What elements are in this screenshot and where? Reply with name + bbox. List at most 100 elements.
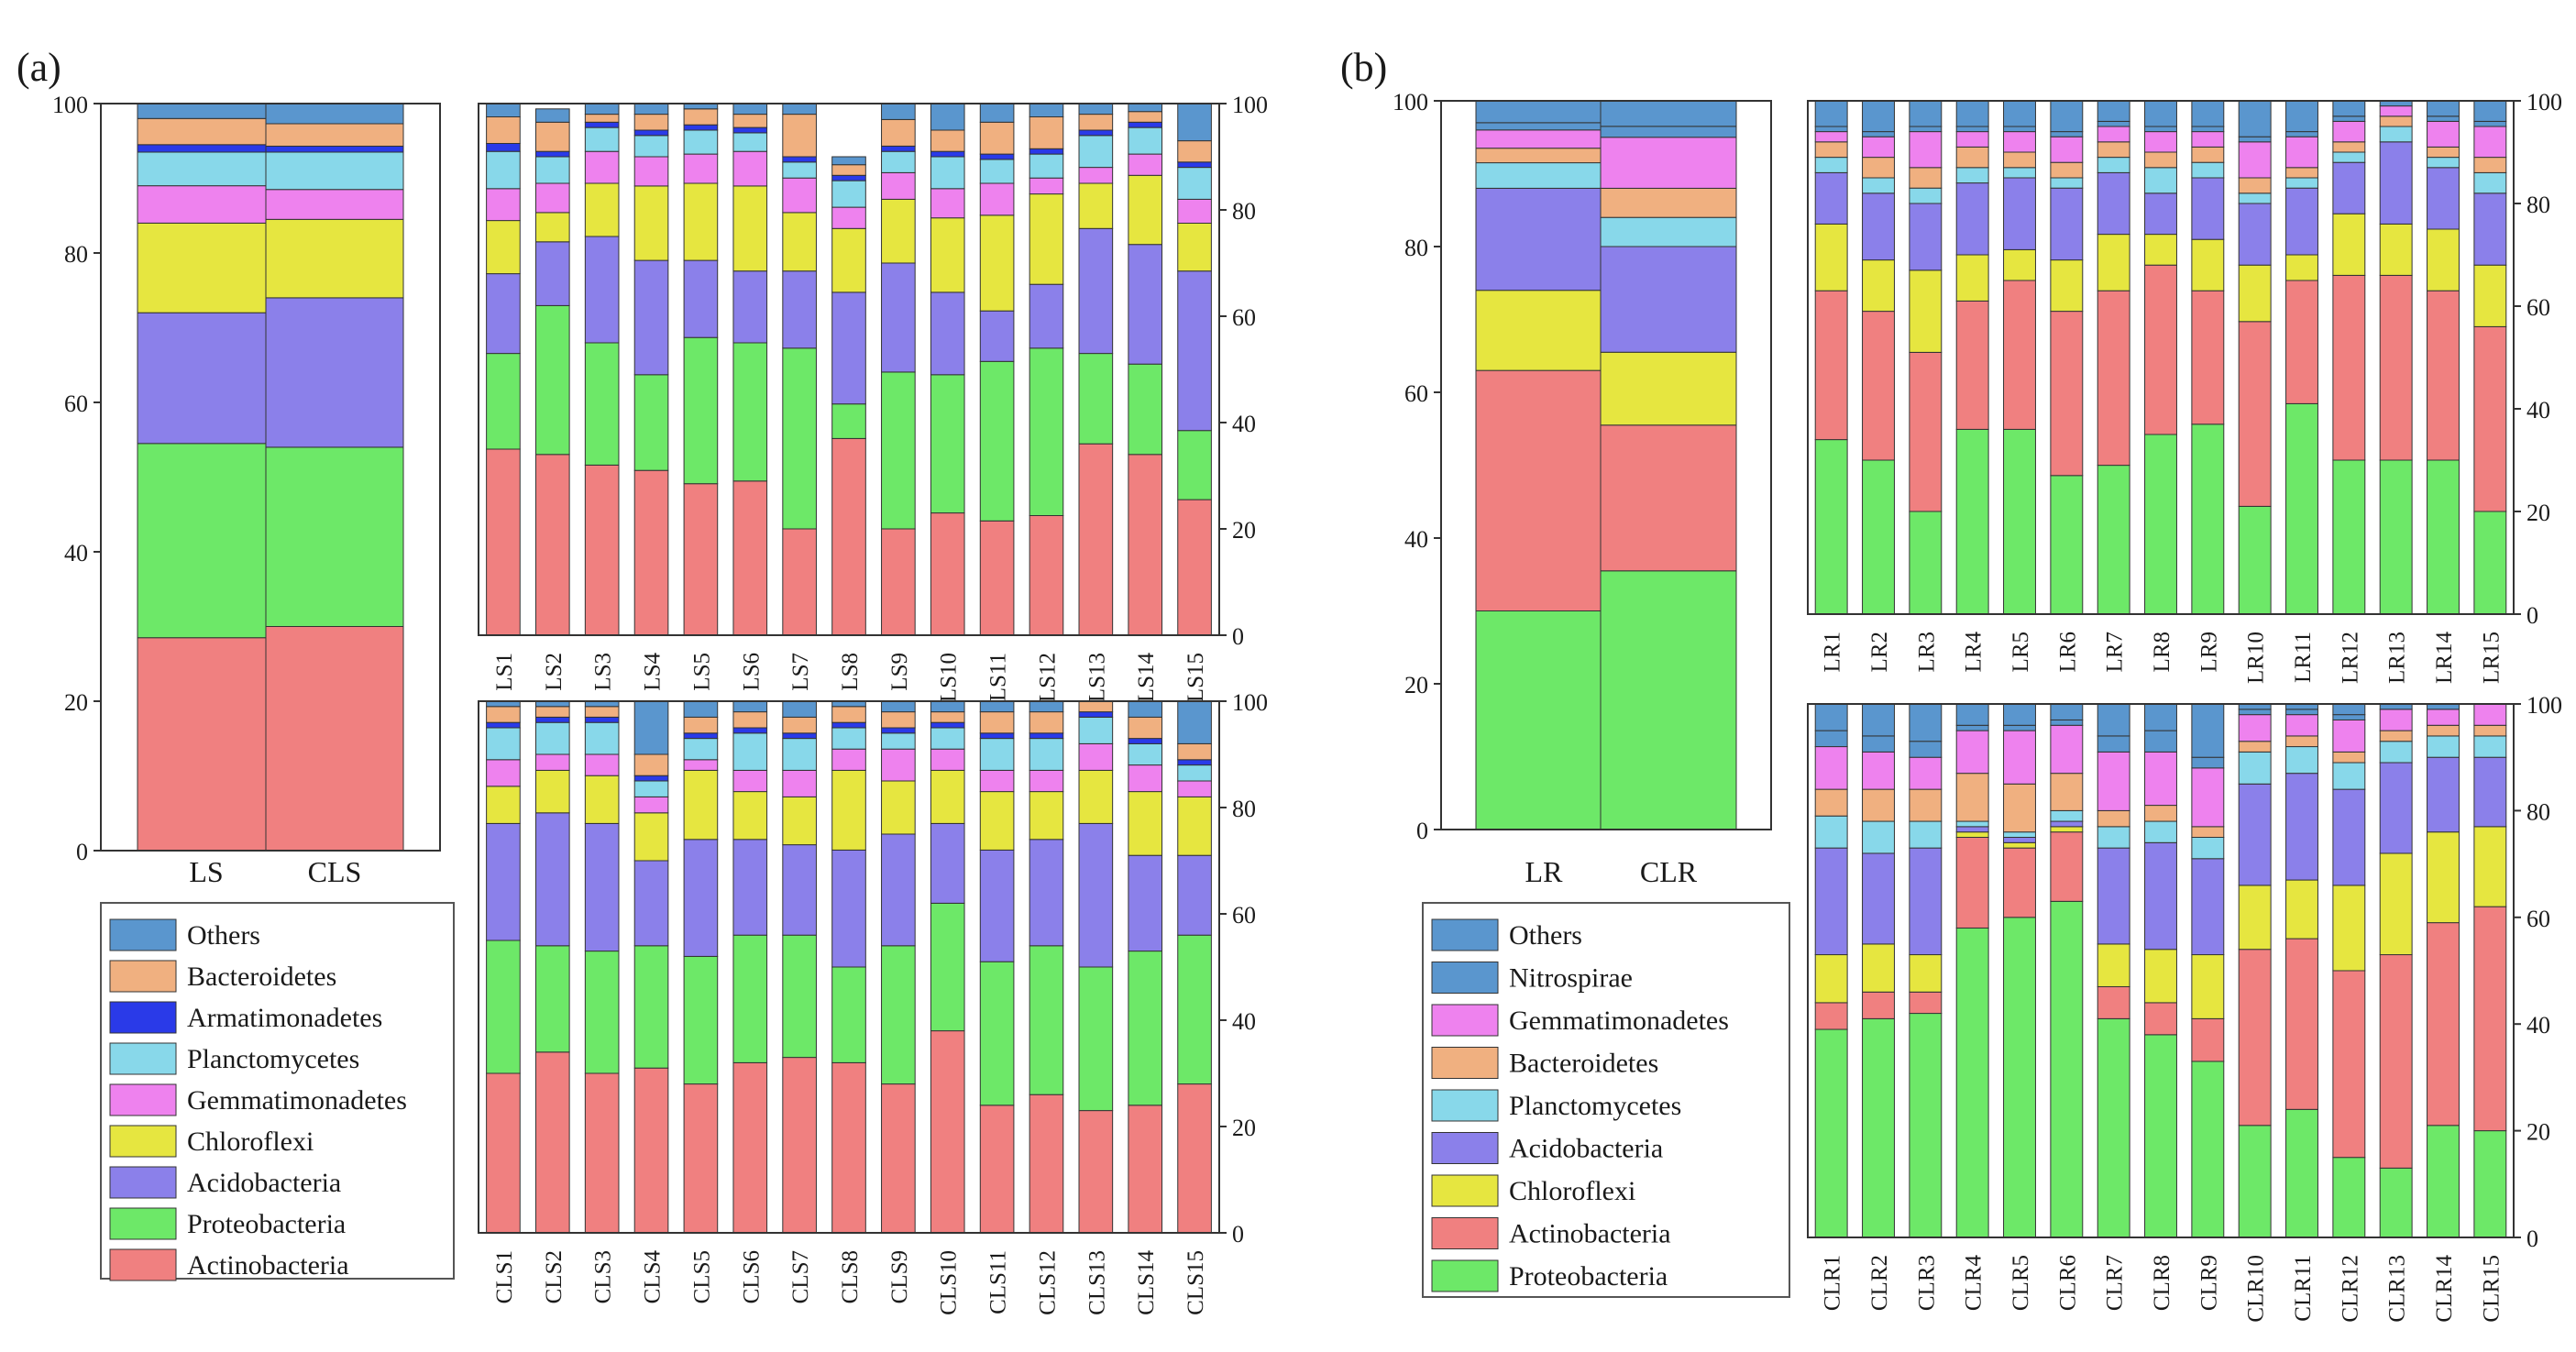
legend-label-actinobacteria: Actinobacteria: [1509, 1219, 1671, 1249]
bar-segment-lr7-gemmatimonadetes: [2097, 126, 2130, 143]
bar-segment-lr11-gemmatimonadetes: [2285, 136, 2318, 169]
x-tick-label: CLR14: [2432, 1255, 2457, 1323]
bar-segment-clr2-others: [1862, 703, 1895, 737]
bar-segment-ls6-actinobacteria: [732, 480, 768, 636]
bar-segment-clr10-chloroflexi: [2238, 885, 2272, 951]
bar-segment-ls2-bacteroidetes: [534, 121, 570, 152]
bar-segment-clr11-bacteroidetes: [2285, 735, 2318, 748]
bar-segment-clr12-nitrospirae: [2332, 714, 2366, 720]
bar-segment-ls12-planctomycetes: [1029, 153, 1064, 179]
bar-segment-lr8-proteobacteria: [2144, 434, 2177, 615]
bar-segment-lr7-proteobacteria: [2097, 465, 2130, 615]
bar-segment-lr-proteobacteria: [1475, 610, 1613, 830]
bar-segment-ls-actinobacteria: [137, 637, 276, 852]
bar-segment-ls13-others: [1078, 103, 1114, 115]
bar-segment-cls5-armatimonadetes: [683, 732, 719, 740]
legend-swatch-actinobacteria: [109, 1248, 177, 1281]
x-tick-label: CLR4: [1962, 1255, 1987, 1312]
bar-segment-clr11-acidobacteria: [2285, 773, 2318, 881]
legend: Others Nitrospirae Gemmatimonadetes Bactero…: [1422, 902, 1790, 1298]
x-tick-label: CLR2: [1867, 1255, 1892, 1311]
bar-segment-clr2-nitrospirae: [1862, 735, 1895, 753]
bar-segment-ls1-armatimonadetes: [486, 143, 521, 152]
bar-segment-cls11-bacteroidetes: [979, 711, 1015, 734]
bar-segment-clr4-chloroflexi: [1955, 831, 1989, 838]
bar-segment-cls9-acidobacteria: [881, 833, 916, 947]
bar-segment-clr14-bacteroidetes: [2427, 724, 2460, 737]
y-tick-label: 40: [1232, 1008, 1256, 1035]
bar-segment-clr5-chloroflexi: [2003, 841, 2036, 849]
bar-segment-cls2-acidobacteria: [534, 812, 570, 947]
y-tick-label: 40: [1404, 526, 1428, 553]
bar-segment-cls9-proteobacteria: [881, 945, 916, 1085]
bar-segment-lr3-others: [1909, 100, 1943, 127]
bar-segment-cls6-planctomycetes: [732, 732, 768, 771]
bar-segment-lr14-others: [2427, 100, 2460, 117]
bar-segment-cls15-others: [1177, 700, 1212, 744]
bar-segment-cls14-chloroflexi: [1128, 791, 1163, 856]
bar-segment-ls15-chloroflexi: [1177, 223, 1212, 272]
x-tick-label: LS14: [1134, 653, 1159, 703]
bar-segment-clr11-nitrospirae: [2285, 709, 2318, 716]
bar-segment-ls2-acidobacteria: [534, 241, 570, 306]
bar-segment-cls4-actinobacteria: [633, 1067, 669, 1234]
bar-segment-clr14-actinobacteria: [2427, 922, 2460, 1127]
bar-segment-ls10-armatimonadetes: [930, 150, 965, 158]
bar-segment-ls1-proteobacteria: [486, 353, 521, 450]
y-tick-label: 100: [2526, 692, 2562, 719]
bar-segment-clr6-gemmatimonadetes: [2050, 724, 2084, 775]
plot-frame: [100, 103, 441, 852]
bar-segment-clr-acidobacteria: [1600, 246, 1737, 353]
bar-segment-cls10-armatimonadetes: [930, 721, 965, 729]
bar-segment-ls8-planctomycetes: [831, 180, 866, 208]
bar-segment-ls12-armatimonadetes: [1029, 148, 1064, 155]
bar-segment-ls15-gemmatimonadetes: [1177, 198, 1212, 224]
bar-segment-lr-bacteroidetes: [1475, 148, 1613, 164]
bar-segment-cls1-proteobacteria: [486, 940, 521, 1074]
bar-segment-clr3-proteobacteria: [1909, 1013, 1943, 1238]
bar-segment-clr3-gemmatimonadetes: [1909, 756, 1943, 790]
bar-segment-lr3-actinobacteria: [1909, 351, 1943, 512]
bar-segment-cls4-gemmatimonadetes: [633, 796, 669, 814]
bar-segment-cls5-gemmatimonadetes: [683, 759, 719, 771]
bar-segment-ls2-chloroflexi: [534, 212, 570, 243]
bar-segment-cls4-others: [633, 700, 669, 755]
bar-segment-lr1-acidobacteria: [1814, 171, 1848, 225]
y-tick-label: 20: [2526, 1119, 2550, 1146]
bar-segment-ls12-bacteroidetes: [1029, 116, 1064, 149]
bar-segment-cls-gemmatimonadetes: [265, 189, 404, 220]
bar-segment-lr14-proteobacteria: [2427, 459, 2460, 615]
y-tick-label: 60: [2526, 906, 2550, 932]
bar-segment-lr-others: [1475, 100, 1613, 124]
chart-a-cls: CLS1 CLS2 CLS3 CLS4 CLS5 CLS6 CLS7 CLS8 CLS9 CLS1…: [478, 689, 1268, 1315]
x-tick-label: CLS14: [1134, 1250, 1159, 1315]
bar-segment-cls-armatimonadetes: [265, 145, 404, 153]
bar-segment-lr14-gemmatimonadetes: [2427, 120, 2460, 148]
x-tick-label: CLS4: [641, 1250, 666, 1304]
bar-segment-clr7-proteobacteria: [2097, 1017, 2130, 1238]
bar-segment-lr8-actinobacteria: [2144, 264, 2177, 435]
x-tick-label: LR5: [2009, 632, 2033, 672]
bar-segment-cls2-planctomycetes: [534, 721, 570, 755]
bar-segment-cls8-planctomycetes: [831, 727, 866, 750]
bar-segment-ls9-planctomycetes: [881, 150, 916, 173]
bar-segment-ls8-actinobacteria: [831, 437, 866, 636]
bar-segment-cls9-armatimonadetes: [881, 727, 916, 734]
bar-segment-ls7-actinobacteria: [782, 528, 817, 636]
bar-segment-clr10-acidobacteria: [2238, 783, 2272, 886]
x-tick-label: LR14: [2432, 632, 2457, 684]
bar-segment-lr4-others: [1955, 100, 1989, 127]
bar-segment-cls10-proteobacteria: [930, 902, 965, 1032]
y-tick-label: 80: [1232, 796, 1256, 822]
bar-segment-lr8-planctomycetes: [2144, 167, 2177, 194]
bar-segment-lr7-planctomycetes: [2097, 157, 2130, 173]
bar-segment-lr2-acidobacteria: [1862, 192, 1895, 261]
chart-a-ls: LS1 LS2 LS3 LS4 LS5 LS6 LS7 LS8 LS9 LS10 LS11 LS12 L…: [478, 92, 1268, 703]
bar-segment-cls11-actinobacteria: [979, 1105, 1015, 1234]
bar-segment-clr15-actinobacteria: [2473, 906, 2507, 1132]
bar-segment-cls10-gemmatimonadetes: [930, 748, 965, 771]
bar-segment-ls6-bacteroidetes: [732, 114, 768, 128]
bar-segment-cls13-armatimonadetes: [1078, 711, 1114, 718]
bar-segment-ls7-proteobacteria: [782, 347, 817, 530]
bar-segment-clr12-proteobacteria: [2332, 1157, 2366, 1238]
